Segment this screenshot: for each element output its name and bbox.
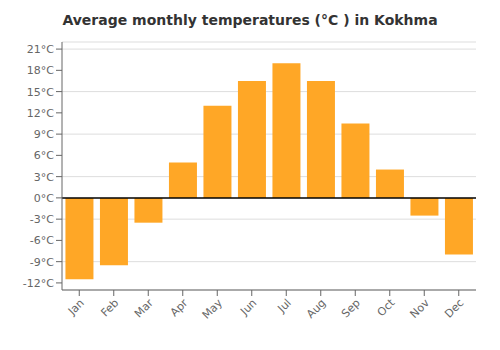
svg-text:3°C: 3°C bbox=[34, 171, 54, 184]
svg-text:Aug: Aug bbox=[304, 296, 328, 320]
svg-text:Jan: Jan bbox=[65, 296, 87, 318]
svg-text:-9°C: -9°C bbox=[30, 256, 54, 269]
svg-text:Jun: Jun bbox=[237, 296, 259, 318]
svg-text:-12°C: -12°C bbox=[23, 277, 54, 290]
svg-text:Oct: Oct bbox=[375, 296, 398, 319]
html-text:Average monthly temperatures (: Average monthly temperatures (°C ) in Ko… bbox=[62, 12, 438, 28]
svg-text:Sep: Sep bbox=[339, 296, 363, 320]
svg-text:Dec: Dec bbox=[442, 296, 466, 320]
svg-text:Feb: Feb bbox=[98, 296, 121, 319]
svg-text:9°C: 9°C bbox=[34, 128, 54, 141]
svg-text:18°C: 18°C bbox=[27, 64, 54, 77]
svg-text:0°C: 0°C bbox=[34, 192, 54, 205]
svg-text:May: May bbox=[200, 296, 226, 322]
svg-text:15°C: 15°C bbox=[27, 86, 54, 99]
svg-text:Apr: Apr bbox=[168, 296, 191, 319]
svg-text:Jul: Jul bbox=[275, 296, 294, 315]
svg-text:6°C: 6°C bbox=[34, 149, 54, 162]
svg-text:Nov: Nov bbox=[408, 296, 433, 321]
svg-text:Mar: Mar bbox=[132, 296, 156, 320]
svg-text:-6°C: -6°C bbox=[30, 234, 54, 247]
svg-text:-3°C: -3°C bbox=[30, 213, 54, 226]
svg-text:21°C: 21°C bbox=[27, 43, 54, 56]
svg-text:12°C: 12°C bbox=[27, 107, 54, 120]
